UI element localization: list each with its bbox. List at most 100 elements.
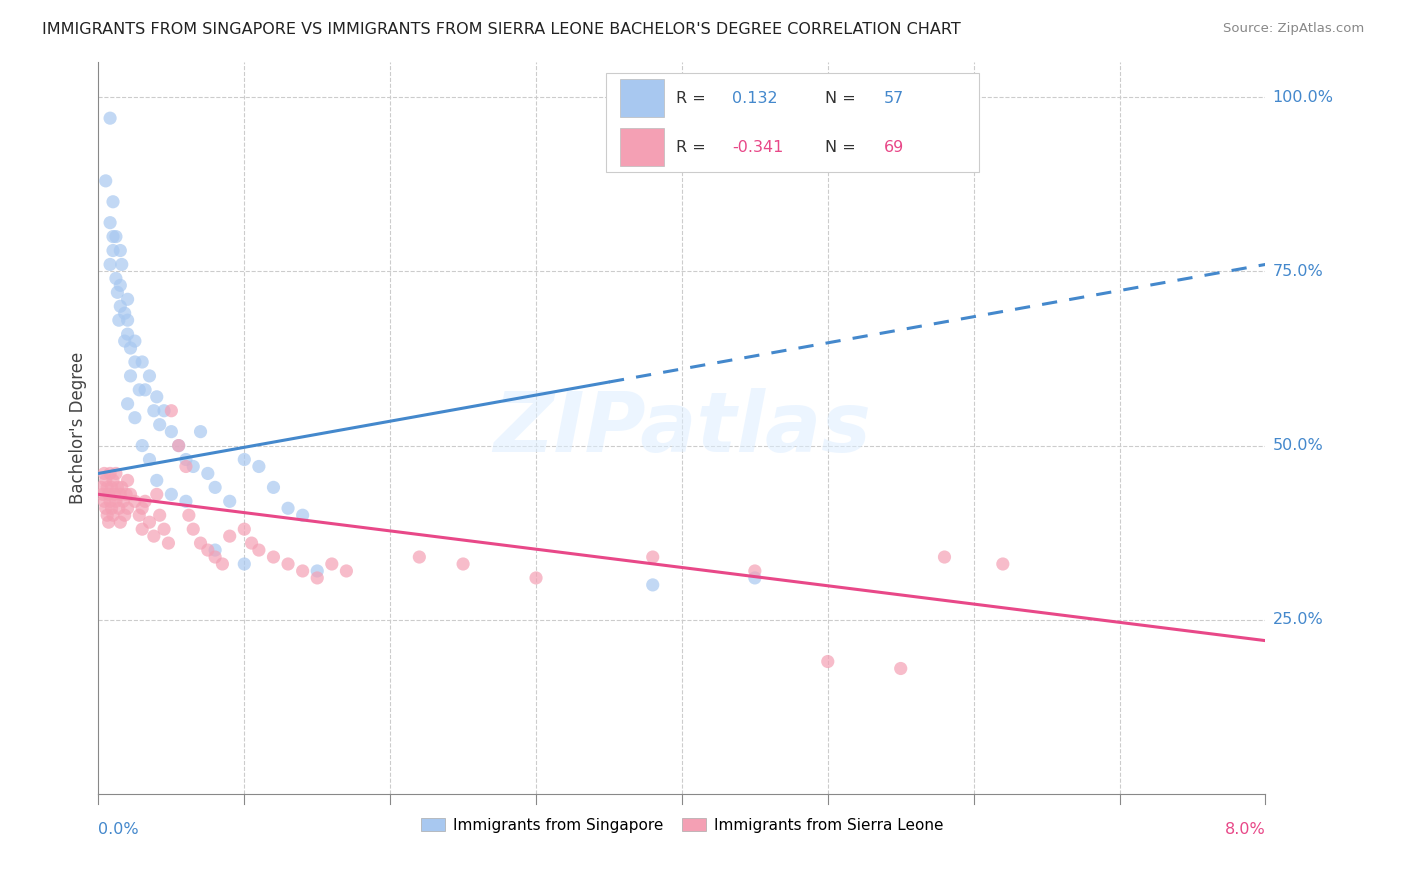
Point [142, 529, 165, 543]
Point [744, 564, 766, 578]
Point [114, 306, 136, 320]
Text: N =: N = [825, 91, 862, 105]
Point [105, 480, 128, 494]
Point [112, 494, 135, 508]
Point [204, 543, 226, 558]
Text: -0.341: -0.341 [733, 140, 783, 155]
Text: ZIPatlas: ZIPatlas [494, 388, 870, 468]
Point [98, 111, 121, 125]
Point [197, 467, 219, 481]
Point [115, 487, 138, 501]
Point [108, 501, 131, 516]
Point [114, 508, 136, 523]
Point [247, 459, 270, 474]
Point [451, 557, 474, 571]
Point [174, 452, 197, 467]
Point [98, 257, 121, 271]
Point [96, 480, 118, 494]
Point [97, 515, 120, 529]
Point [190, 425, 212, 439]
Point [153, 403, 176, 417]
Point [744, 571, 766, 585]
Point [233, 557, 256, 571]
Text: R =: R = [676, 140, 711, 155]
Point [101, 508, 124, 523]
Point [524, 571, 547, 585]
Point [167, 439, 190, 453]
Point [146, 487, 169, 501]
Point [277, 501, 299, 516]
Point [233, 452, 256, 467]
Point [97, 487, 120, 501]
Point [160, 403, 183, 417]
Point [110, 244, 132, 258]
Point [149, 508, 172, 523]
Point [108, 313, 131, 327]
Point [101, 194, 124, 209]
Point [105, 285, 128, 300]
Point [104, 271, 127, 285]
Point [96, 508, 118, 523]
Point [117, 397, 139, 411]
Point [149, 417, 172, 432]
Point [120, 368, 142, 383]
Point [991, 557, 1014, 571]
Text: 75.0%: 75.0% [1272, 264, 1323, 279]
Point [104, 467, 127, 481]
Point [131, 439, 153, 453]
Point [117, 293, 139, 307]
Text: Source: ZipAtlas.com: Source: ZipAtlas.com [1223, 22, 1364, 36]
Point [117, 474, 139, 488]
Point [160, 425, 183, 439]
Point [110, 515, 132, 529]
Point [160, 487, 183, 501]
Point [641, 549, 664, 564]
Point [641, 578, 664, 592]
Text: R =: R = [676, 91, 711, 105]
Point [101, 474, 124, 488]
FancyBboxPatch shape [620, 79, 665, 117]
Point [124, 334, 146, 348]
Point [218, 529, 240, 543]
Point [134, 494, 156, 508]
Legend: Immigrants from Singapore, Immigrants from Sierra Leone: Immigrants from Singapore, Immigrants fr… [415, 812, 949, 838]
Point [138, 452, 160, 467]
Point [218, 494, 240, 508]
Point [94, 174, 117, 188]
Point [167, 439, 190, 453]
Text: 69: 69 [884, 140, 904, 155]
Point [408, 549, 430, 564]
Point [124, 410, 146, 425]
Point [146, 474, 169, 488]
Point [100, 501, 122, 516]
Point [111, 257, 134, 271]
Point [94, 474, 117, 488]
Y-axis label: Bachelor's Degree: Bachelor's Degree [69, 352, 87, 504]
Point [247, 543, 270, 558]
Point [890, 661, 912, 675]
Point [934, 549, 956, 564]
Point [204, 549, 226, 564]
Text: 100.0%: 100.0% [1272, 90, 1334, 104]
Point [211, 557, 233, 571]
Point [128, 383, 150, 397]
Point [124, 355, 146, 369]
Point [307, 564, 329, 578]
Point [817, 655, 839, 669]
Point [100, 480, 122, 494]
Text: 57: 57 [884, 91, 904, 105]
Text: 50.0%: 50.0% [1272, 438, 1323, 453]
Point [110, 487, 132, 501]
Point [104, 494, 127, 508]
Point [110, 299, 132, 313]
Point [93, 494, 115, 508]
Point [94, 501, 117, 516]
Point [117, 327, 139, 342]
Point [233, 522, 256, 536]
Point [181, 522, 204, 536]
FancyBboxPatch shape [606, 73, 980, 172]
Point [131, 522, 153, 536]
Point [131, 355, 153, 369]
Point [117, 313, 139, 327]
Text: 0.0%: 0.0% [98, 822, 139, 837]
